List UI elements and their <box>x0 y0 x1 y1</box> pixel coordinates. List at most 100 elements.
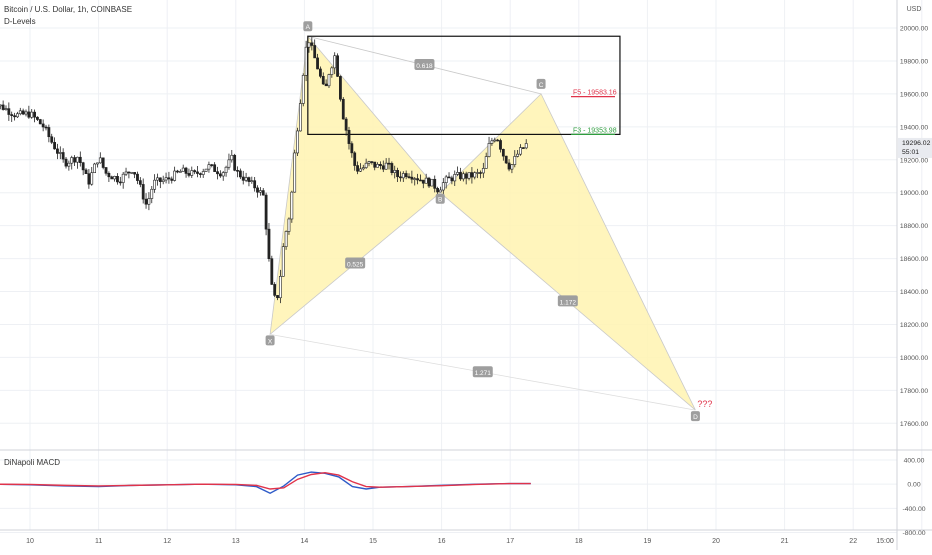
candle-up <box>173 170 177 181</box>
candle-down <box>319 68 322 77</box>
candle-up <box>364 162 368 168</box>
time-tick-label: 13 <box>232 538 240 545</box>
candle-up <box>487 143 491 157</box>
candle-up <box>124 171 128 175</box>
candle-down <box>193 170 197 173</box>
candle-up <box>230 154 234 161</box>
candle-up <box>359 168 362 172</box>
point-label-c: C <box>539 82 544 89</box>
candle-down <box>64 158 68 167</box>
candle-up <box>367 161 371 164</box>
candle-up <box>4 108 8 110</box>
candle-up <box>481 168 485 174</box>
candle-up <box>281 246 285 277</box>
candle-up <box>278 276 282 299</box>
candle-down <box>344 118 348 131</box>
candle-down <box>407 176 411 178</box>
ratio-label-bg <box>414 59 435 71</box>
candle-down <box>370 161 374 163</box>
candle-up <box>98 157 102 164</box>
level-label: F3 - 19353.98 <box>573 127 617 134</box>
candle-down <box>33 111 36 118</box>
macd-series-macd_line <box>0 471 531 495</box>
candle-up <box>516 153 520 157</box>
candle-up <box>401 173 405 179</box>
point-label-bg <box>303 21 313 32</box>
candle-down <box>396 170 399 178</box>
price-tick-label: 19000.00 <box>900 190 929 197</box>
candle-down <box>116 176 119 183</box>
candle-up <box>0 104 2 107</box>
price-tick-label: 18600.00 <box>900 256 929 263</box>
macd-title: DiNapoli MACD <box>4 458 61 467</box>
point-label-b: B <box>438 197 442 204</box>
candle-down <box>87 173 91 185</box>
candle-down <box>373 161 377 168</box>
time-tick-label: 15 <box>369 538 377 545</box>
candle-down <box>196 171 199 174</box>
time-tick-label: 21 <box>781 538 789 545</box>
candle-down <box>84 169 88 174</box>
candle-down <box>56 148 59 154</box>
candle-down <box>273 284 277 296</box>
candle-down <box>167 177 171 180</box>
candle-up <box>250 180 254 182</box>
point-label-bg <box>690 411 700 422</box>
candle-up <box>484 156 488 169</box>
price-tick-label: 19200.00 <box>900 157 929 164</box>
candle-down <box>256 187 259 193</box>
candle-up <box>524 143 528 149</box>
candle-down <box>107 173 111 178</box>
point-label-x: X <box>268 338 273 345</box>
indicator-name: D-Levels <box>4 17 36 26</box>
candle-up <box>178 171 182 173</box>
candle-down <box>236 170 239 172</box>
candle-up <box>113 176 117 180</box>
time-tick-label: 22 <box>849 538 857 545</box>
candle-down <box>44 126 48 129</box>
candle-down <box>141 184 145 200</box>
price-tick-label: 18800.00 <box>900 223 929 230</box>
candle-up <box>224 166 228 173</box>
candle-down <box>216 171 219 175</box>
candle-up <box>361 167 365 170</box>
candle-down <box>7 108 11 115</box>
candle-down <box>47 127 51 138</box>
candle-down <box>379 164 382 167</box>
candle-down <box>198 173 202 175</box>
candle-down <box>313 45 317 59</box>
candle-down <box>10 114 14 116</box>
current-price-value: 19296.02 <box>902 140 931 147</box>
candle-up <box>519 147 522 155</box>
macd-tick-label: -400.00 <box>902 506 925 513</box>
candle-down <box>339 76 342 100</box>
candle-down <box>218 173 222 177</box>
candle-down <box>404 173 408 177</box>
candle-down <box>447 176 451 179</box>
time-tick-label: 18 <box>575 538 583 545</box>
candle-up <box>227 159 231 168</box>
candle-down <box>21 110 25 115</box>
candle-up <box>467 172 471 179</box>
candle-down <box>78 156 82 163</box>
candle-down <box>350 143 354 154</box>
time-tick-label: 15:00 <box>876 538 894 545</box>
candle-down <box>479 172 482 174</box>
candle-down <box>127 171 131 174</box>
current-price-tag <box>898 137 932 158</box>
candle-down <box>336 55 339 77</box>
candle-down <box>187 173 191 176</box>
candle-down <box>450 177 454 182</box>
candle-up <box>221 172 225 177</box>
candle-up <box>376 164 379 168</box>
candle-up <box>513 156 517 165</box>
candle-up <box>207 164 211 170</box>
candle-down <box>27 111 31 118</box>
candle-down <box>138 180 142 185</box>
candle-up <box>76 156 79 163</box>
candle-down <box>390 163 394 173</box>
candle-up <box>96 162 99 165</box>
candle-down <box>253 180 257 189</box>
